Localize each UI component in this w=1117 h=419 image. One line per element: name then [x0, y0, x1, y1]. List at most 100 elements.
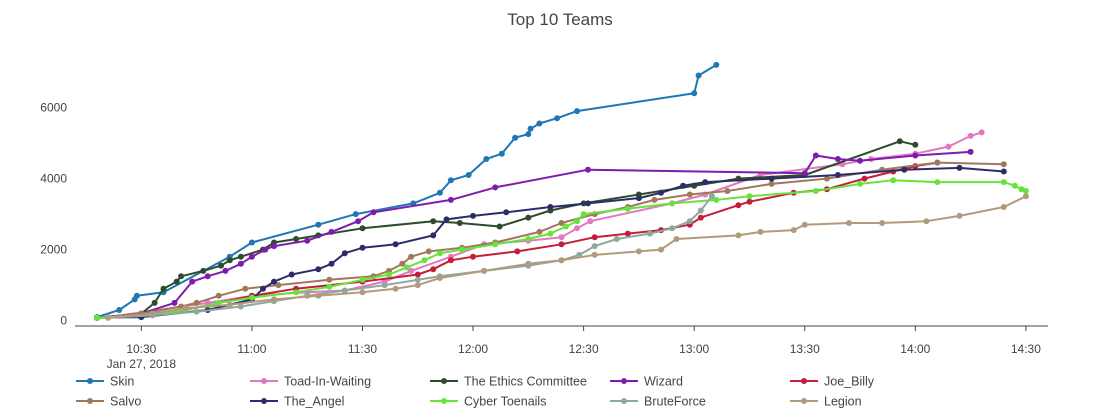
data-point: [421, 257, 428, 264]
data-point: [846, 220, 852, 226]
legend-swatch-marker: [261, 398, 267, 404]
data-point: [242, 285, 249, 292]
legend-item[interactable]: Legion: [790, 395, 862, 409]
legend-swatch-marker: [801, 378, 807, 384]
data-point: [912, 152, 919, 159]
data-point: [133, 292, 140, 299]
legend-swatch-marker: [441, 378, 447, 384]
data-point: [1000, 161, 1007, 168]
data-point: [812, 188, 819, 194]
series-line: [97, 166, 1004, 319]
data-point: [408, 267, 415, 274]
data-point: [624, 205, 631, 212]
data-point: [757, 228, 764, 235]
legend-item[interactable]: Joe_Billy: [790, 375, 875, 389]
x-tick-label: 13:00: [679, 342, 709, 356]
data-point: [587, 218, 594, 225]
data-point: [801, 170, 808, 177]
legend[interactable]: Skin Toad-In-Waiting The Ethics Committee W…: [76, 375, 875, 409]
data-point: [178, 273, 185, 280]
legend-label: Joe_Billy: [824, 375, 875, 389]
data-point: [381, 282, 388, 289]
data-point: [525, 260, 532, 267]
data-point: [834, 172, 841, 178]
legend-label: Salvo: [110, 395, 141, 409]
data-point: [790, 227, 797, 234]
series-wizard: [94, 148, 974, 321]
data-point: [1022, 193, 1029, 200]
x-date-label: Jan 27, 2018: [107, 357, 177, 371]
data-point: [355, 218, 362, 225]
data-point: [525, 236, 532, 242]
data-point: [691, 90, 698, 97]
series-the-angel: [94, 164, 1007, 321]
legend-item[interactable]: Toad-In-Waiting: [250, 375, 371, 389]
legend-swatch-marker: [621, 398, 627, 404]
data-point: [492, 184, 499, 191]
legend-label: The_Angel: [284, 395, 344, 409]
legend-item[interactable]: Wizard: [610, 375, 683, 389]
data-point: [708, 193, 715, 200]
data-point: [262, 246, 269, 253]
data-point: [359, 225, 366, 232]
data-point: [574, 225, 580, 232]
data-point: [293, 289, 300, 296]
data-point: [879, 220, 886, 226]
data-point: [697, 214, 704, 221]
data-point: [735, 232, 742, 239]
data-point: [492, 241, 499, 248]
axes: 10:30 11:00 11:30 12:00 12:30 13:00 13:30 14:00…: [40, 101, 1048, 371]
x-tick-label: 14:30: [1011, 342, 1041, 356]
x-tick-label: 11:00: [237, 342, 266, 356]
data-point: [651, 196, 658, 203]
data-point: [923, 218, 930, 225]
data-point: [558, 234, 565, 241]
data-point: [151, 299, 158, 306]
data-point: [945, 143, 952, 150]
series-line: [97, 179, 1027, 319]
legend-item[interactable]: BruteForce: [610, 395, 706, 409]
data-point: [686, 218, 693, 225]
data-point: [116, 307, 123, 313]
data-point: [823, 175, 830, 182]
data-point: [591, 243, 598, 250]
data-point: [956, 164, 963, 171]
data-point: [768, 175, 775, 182]
data-point: [222, 267, 229, 274]
data-point: [226, 301, 233, 308]
data-point: [525, 131, 532, 138]
data-point: [635, 195, 642, 202]
data-point: [635, 248, 642, 255]
data-point: [934, 159, 941, 166]
legend-item[interactable]: Skin: [76, 375, 134, 389]
legend-item[interactable]: The Ethics Committee: [430, 375, 587, 389]
data-point: [554, 115, 561, 122]
data-point: [260, 285, 266, 292]
legend-label: Legion: [824, 395, 862, 409]
data-point: [430, 218, 437, 225]
data-point: [834, 156, 841, 162]
data-point: [105, 314, 112, 321]
data-point: [1000, 179, 1007, 186]
data-point: [812, 152, 819, 159]
data-point: [328, 228, 335, 235]
legend-label: Skin: [110, 375, 134, 389]
data-point: [695, 72, 702, 79]
data-point: [735, 202, 742, 209]
legend-item[interactable]: Salvo: [76, 395, 141, 409]
data-point: [182, 305, 189, 312]
data-point: [514, 248, 521, 255]
data-point: [857, 180, 863, 187]
data-point: [237, 303, 244, 310]
data-point: [248, 253, 255, 260]
data-point: [328, 260, 335, 267]
data-point: [713, 61, 720, 68]
data-point: [1000, 204, 1007, 210]
legend-item[interactable]: The_Angel: [250, 395, 344, 409]
data-point: [978, 129, 985, 136]
legend-item[interactable]: Cyber Toenails: [430, 395, 546, 409]
data-point: [669, 200, 676, 207]
legend-label: Wizard: [644, 375, 683, 389]
data-point: [861, 175, 868, 182]
data-point: [585, 200, 591, 207]
